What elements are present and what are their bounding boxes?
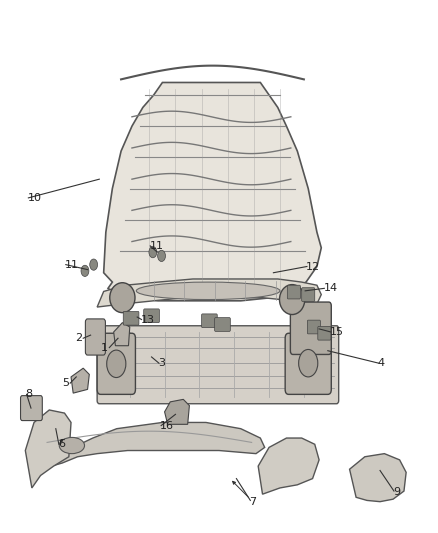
Text: 16: 16 (160, 421, 174, 431)
FancyBboxPatch shape (285, 333, 331, 394)
FancyBboxPatch shape (290, 302, 331, 354)
Circle shape (81, 265, 89, 277)
Polygon shape (114, 322, 130, 346)
FancyBboxPatch shape (302, 288, 315, 302)
FancyBboxPatch shape (97, 326, 339, 403)
Text: 6: 6 (58, 439, 65, 449)
Text: 12: 12 (306, 262, 320, 271)
FancyBboxPatch shape (287, 285, 300, 299)
Text: 11: 11 (149, 241, 163, 251)
Polygon shape (165, 399, 189, 424)
FancyBboxPatch shape (21, 395, 42, 421)
Polygon shape (25, 410, 71, 488)
Text: 3: 3 (158, 358, 165, 368)
Ellipse shape (110, 282, 135, 313)
Ellipse shape (59, 438, 85, 454)
Circle shape (158, 251, 166, 262)
Circle shape (90, 259, 98, 270)
Text: 8: 8 (25, 390, 32, 399)
Text: 5: 5 (62, 378, 69, 388)
Polygon shape (104, 83, 321, 301)
Text: 4: 4 (378, 358, 385, 368)
Text: 13: 13 (141, 314, 155, 325)
Polygon shape (71, 368, 89, 393)
FancyBboxPatch shape (307, 320, 321, 334)
FancyBboxPatch shape (318, 326, 331, 340)
Polygon shape (350, 454, 406, 502)
Polygon shape (97, 279, 321, 307)
Text: 11: 11 (64, 260, 78, 270)
FancyBboxPatch shape (215, 318, 230, 332)
Text: 14: 14 (323, 284, 338, 293)
Ellipse shape (279, 285, 305, 314)
FancyBboxPatch shape (123, 311, 139, 325)
Circle shape (107, 350, 126, 377)
Text: 7: 7 (250, 497, 257, 507)
FancyBboxPatch shape (201, 314, 217, 328)
Circle shape (299, 350, 318, 377)
Ellipse shape (136, 282, 280, 300)
FancyBboxPatch shape (144, 309, 159, 322)
FancyBboxPatch shape (97, 333, 135, 394)
Text: 1: 1 (101, 343, 108, 353)
Text: 2: 2 (75, 333, 82, 343)
Text: 10: 10 (28, 193, 42, 203)
Text: 15: 15 (330, 327, 344, 337)
Polygon shape (258, 438, 319, 494)
Text: 9: 9 (393, 487, 400, 497)
FancyBboxPatch shape (85, 319, 106, 355)
Polygon shape (32, 423, 265, 475)
Circle shape (149, 247, 157, 258)
